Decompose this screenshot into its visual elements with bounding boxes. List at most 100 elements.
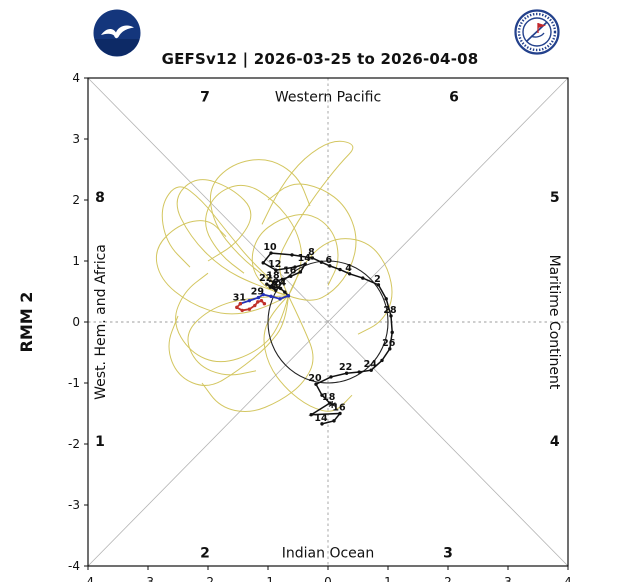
trajectory-point: [283, 290, 287, 294]
trajectory-point: [261, 292, 265, 297]
trajectory-point: [268, 285, 273, 289]
day-label: 14: [314, 413, 328, 424]
x-tick-label: -3: [142, 575, 154, 582]
y-tick-label: -3: [68, 498, 80, 512]
trajectory-point: [253, 303, 257, 308]
trajectory-point: [262, 302, 267, 306]
trajectory-point: [298, 270, 303, 274]
trajectory-point: [256, 295, 261, 300]
day-label: 28: [383, 305, 397, 316]
y-tick-label: 4: [72, 71, 80, 85]
y-tick-label: 0: [72, 315, 80, 329]
y-tick-label: 1: [72, 254, 80, 268]
grid-lines: [87, 77, 569, 567]
phase-label-3: 3: [443, 546, 453, 562]
day-label: 20: [308, 373, 322, 384]
day-label: 18: [322, 392, 336, 403]
trajectory-point: [310, 256, 315, 260]
y-tick-label: 2: [72, 193, 80, 207]
day-label: 6: [325, 255, 332, 266]
region-label-maritime-continent: Maritime Continent: [546, 255, 562, 390]
nws-wind-line-icon: [526, 21, 548, 42]
trajectory-point: [256, 300, 260, 304]
day-label: 2: [374, 274, 381, 285]
y-tick-label: -4: [68, 559, 80, 573]
unit-circle: [267, 260, 389, 384]
day-label: 22: [259, 273, 272, 284]
trajectory-point: [328, 264, 332, 268]
nws-logo: [514, 9, 560, 55]
trajectory-point: [272, 285, 276, 289]
day-label: 29: [251, 287, 264, 298]
x-tick-label: 3: [504, 575, 512, 582]
region-label-western-pacific: Western Pacific: [275, 89, 381, 105]
trajectory-point: [314, 382, 318, 386]
x-tick-label: 1: [384, 575, 392, 582]
trajectory-point: [347, 272, 352, 276]
trajectory-point: [338, 411, 342, 416]
day-label: 16: [332, 403, 346, 414]
day-label: 12: [268, 259, 281, 270]
trajectory-point: [357, 370, 361, 374]
trajectory-point: [278, 297, 282, 301]
nws-swirl-icon: [530, 32, 545, 38]
day-label: 8: [308, 247, 315, 258]
trajectory-point: [269, 294, 273, 299]
ensemble-member-track: [187, 295, 289, 376]
trajectory-point: [344, 371, 349, 375]
trajectory-point: [280, 277, 285, 281]
trajectory-point: [376, 283, 381, 287]
noaa-gull-icon: [101, 25, 134, 39]
y-tick-label: -2: [68, 437, 80, 451]
phase-label-6: 6: [449, 89, 459, 105]
trajectory-point: [328, 401, 332, 405]
trajectory-point: [388, 347, 392, 351]
ensemble-member-track: [263, 295, 353, 412]
trajectory-point: [369, 368, 373, 372]
trajectory-point: [329, 375, 333, 379]
y-tick-label: 3: [72, 132, 80, 146]
day-label: 26: [382, 338, 396, 349]
trajectory-point: [240, 308, 244, 313]
trajectory-point: [293, 265, 297, 269]
day-label: 10: [263, 242, 277, 253]
trajectory-point: [269, 251, 273, 255]
region-label-west-hem-africa: West. Hem. and Africa: [93, 244, 109, 400]
ensemble-member-track: [209, 159, 311, 297]
ensemble-member-track: [251, 213, 339, 297]
trajectory-point: [235, 305, 239, 310]
trajectory-point: [303, 262, 307, 266]
day-label: 4: [345, 263, 352, 274]
trajectory-point: [389, 314, 393, 318]
trajectory-point: [319, 260, 324, 264]
trajectory-point: [247, 298, 252, 303]
ensemble-member-track: [205, 184, 302, 297]
y-axis-label-rmm2: RMM 2: [17, 292, 36, 353]
trajectory-point: [320, 422, 324, 426]
ensemble-member-track: [201, 295, 314, 412]
phase-label-8: 8: [95, 190, 105, 206]
nws-logo-ring-text: [517, 12, 557, 52]
x-tick-label: 2: [444, 575, 452, 582]
x-tick-label: -1: [262, 575, 274, 582]
ensemble-tracks: [155, 140, 393, 412]
trajectory-point: [361, 276, 365, 280]
trajectory-point: [332, 419, 336, 423]
ensemble-member-track: [267, 183, 357, 301]
phase-label-5: 5: [550, 190, 560, 206]
x-tick-label: -4: [82, 575, 94, 582]
region-label-indian-ocean: Indian Ocean: [282, 546, 374, 562]
ensemble-member-track: [175, 272, 289, 363]
day-label: 18: [266, 271, 280, 282]
trajectory-point: [338, 267, 342, 272]
trajectory-point: [290, 253, 294, 257]
day-label: 24: [273, 277, 287, 288]
x-tick-label: -2: [202, 575, 214, 582]
x-tick-label: 0: [324, 575, 332, 582]
trajectory-point: [390, 330, 394, 335]
phase-label-1: 1: [95, 434, 105, 450]
trajectory-point: [274, 288, 278, 292]
